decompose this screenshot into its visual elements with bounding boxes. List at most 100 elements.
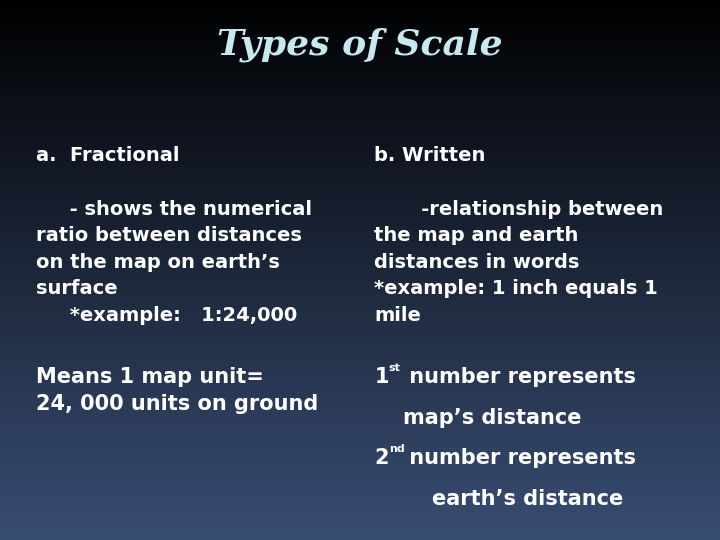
Bar <box>0 11 720 14</box>
Bar <box>0 122 720 124</box>
Bar <box>0 373 720 375</box>
Bar <box>0 267 720 270</box>
Bar <box>0 65 720 68</box>
Bar <box>0 170 720 173</box>
Bar <box>0 238 720 240</box>
Bar <box>0 256 720 259</box>
Bar <box>0 57 720 59</box>
Bar <box>0 211 720 213</box>
Bar <box>0 429 720 432</box>
Bar <box>0 437 720 440</box>
Bar <box>0 14 720 16</box>
Bar <box>0 351 720 354</box>
Bar <box>0 516 720 518</box>
Bar <box>0 335 720 338</box>
Bar <box>0 392 720 394</box>
Bar <box>0 194 720 197</box>
Bar <box>0 254 720 256</box>
Bar <box>0 475 720 478</box>
Bar <box>0 521 720 524</box>
Bar <box>0 24 720 27</box>
Bar <box>0 213 720 216</box>
Bar <box>0 408 720 410</box>
Bar <box>0 418 720 421</box>
Bar <box>0 494 720 497</box>
Bar <box>0 76 720 78</box>
Bar <box>0 243 720 246</box>
Bar <box>0 424 720 427</box>
Bar <box>0 105 720 108</box>
Bar <box>0 197 720 200</box>
Bar <box>0 189 720 192</box>
Bar <box>0 205 720 208</box>
Bar <box>0 316 720 319</box>
Bar <box>0 459 720 462</box>
Bar <box>0 3 720 5</box>
Text: Types of Scale: Types of Scale <box>217 27 503 62</box>
Bar <box>0 416 720 418</box>
Bar <box>0 278 720 281</box>
Bar <box>0 513 720 516</box>
Bar <box>0 19 720 22</box>
Bar <box>0 270 720 273</box>
Bar <box>0 381 720 383</box>
Bar <box>0 97 720 100</box>
Bar <box>0 154 720 157</box>
Bar <box>0 119 720 122</box>
Bar <box>0 537 720 540</box>
Bar <box>0 84 720 86</box>
Bar <box>0 310 720 313</box>
Bar <box>0 321 720 324</box>
Bar <box>0 130 720 132</box>
Bar <box>0 297 720 300</box>
Bar <box>0 472 720 475</box>
Bar <box>0 354 720 356</box>
Bar <box>0 432 720 435</box>
Bar <box>0 510 720 513</box>
Bar <box>0 81 720 84</box>
Bar <box>0 240 720 243</box>
Bar <box>0 135 720 138</box>
Bar <box>0 491 720 494</box>
Text: earth’s distance: earth’s distance <box>374 489 624 509</box>
Bar <box>0 265 720 267</box>
Text: - shows the numerical
ratio between distances
on the map on earth’s
surface
    : - shows the numerical ratio between dist… <box>36 200 312 325</box>
Bar <box>0 89 720 92</box>
Bar <box>0 389 720 392</box>
Bar <box>0 454 720 456</box>
Bar <box>0 248 720 251</box>
Bar <box>0 5 720 8</box>
Bar <box>0 103 720 105</box>
Text: 1: 1 <box>374 367 389 387</box>
Bar <box>0 370 720 373</box>
Bar <box>0 340 720 343</box>
Bar <box>0 173 720 176</box>
Bar <box>0 216 720 219</box>
Bar <box>0 32 720 35</box>
Bar <box>0 181 720 184</box>
Bar <box>0 70 720 73</box>
Bar <box>0 440 720 443</box>
Bar <box>0 497 720 500</box>
Bar <box>0 486 720 489</box>
Bar <box>0 186 720 189</box>
Text: nd: nd <box>389 444 405 454</box>
Bar <box>0 462 720 464</box>
Text: number represents: number represents <box>402 367 636 387</box>
Bar <box>0 367 720 370</box>
Bar <box>0 413 720 416</box>
Bar <box>0 302 720 305</box>
Bar <box>0 332 720 335</box>
Bar <box>0 146 720 148</box>
Bar <box>0 16 720 19</box>
Text: a.  Fractional: a. Fractional <box>36 146 179 165</box>
Bar <box>0 308 720 310</box>
Bar <box>0 451 720 454</box>
Bar <box>0 200 720 202</box>
Bar <box>0 338 720 340</box>
Bar <box>0 281 720 284</box>
Bar <box>0 40 720 43</box>
Bar <box>0 535 720 537</box>
Bar <box>0 43 720 46</box>
Bar <box>0 124 720 127</box>
